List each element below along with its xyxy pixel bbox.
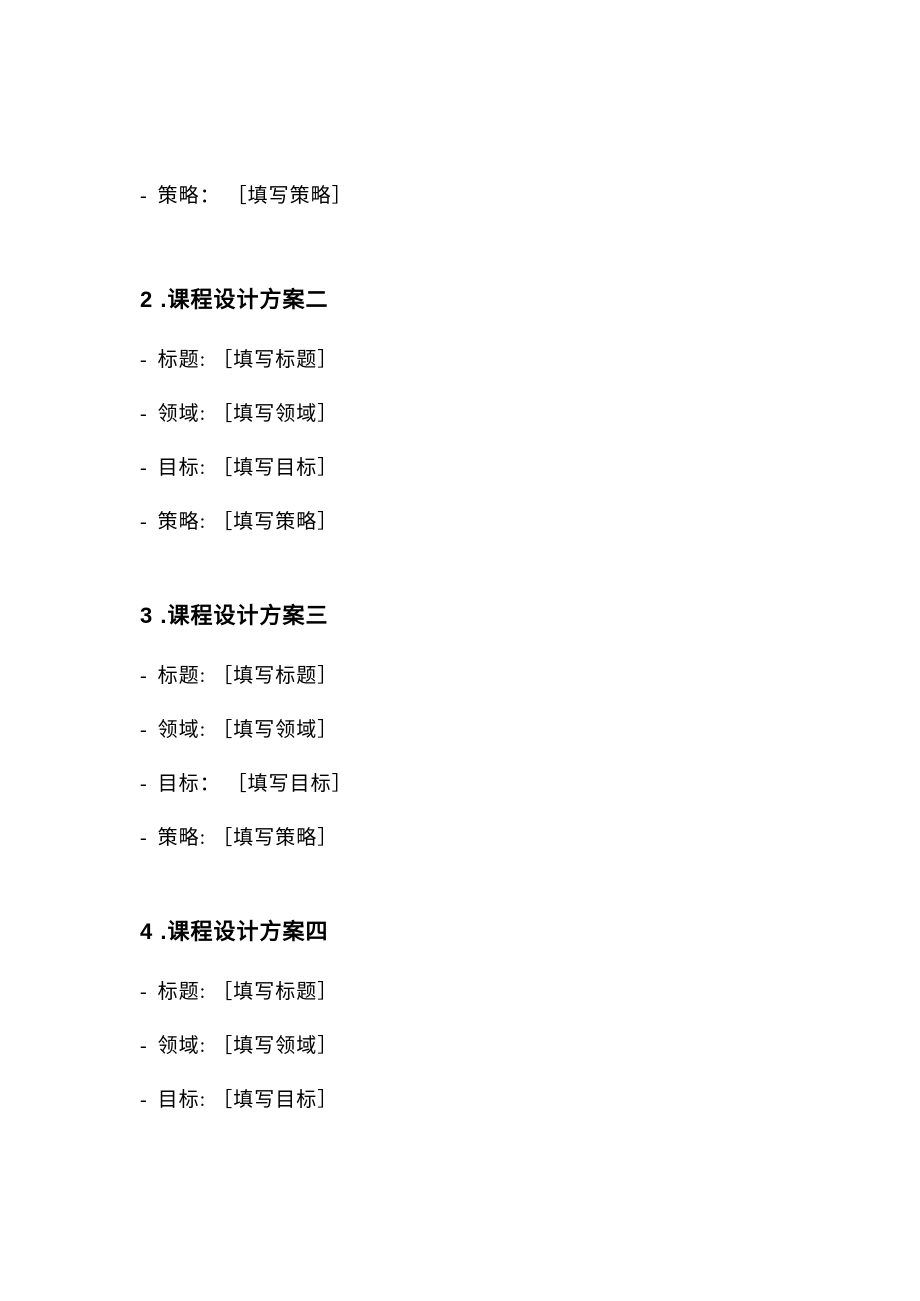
item-value: ［填写策略］ — [227, 185, 353, 207]
item-label: 领域: — [158, 1035, 207, 1057]
bullet-dash: - — [140, 976, 148, 1008]
bullet-dash: - — [140, 180, 148, 212]
bullet-dash: - — [140, 714, 148, 746]
bullet-dash: - — [140, 1030, 148, 1062]
item-label: 领域: — [158, 403, 207, 425]
list-item: - 标题: ［填写标题］ — [140, 976, 780, 1008]
list-item: - 标题: ［填写标题］ — [140, 660, 780, 692]
bullet-dash: - — [140, 398, 148, 430]
bullet-dash: - — [140, 768, 148, 800]
item-label: 领域: — [158, 719, 207, 741]
section-number: 2 — [140, 287, 153, 312]
list-item: - 目标： ［填写目标］ — [140, 768, 780, 800]
item-label: 策略: — [158, 827, 207, 849]
section-heading: 2 .课程设计方案二 — [140, 282, 780, 314]
item-value: ［填写标题］ — [212, 349, 338, 371]
section-3: 3 .课程设计方案三 - 标题: ［填写标题］ - 领域: ［填写领域］ - 目… — [140, 598, 780, 854]
list-item: - 策略: ［填写策略］ — [140, 506, 780, 538]
item-value: ［填写策略］ — [212, 511, 338, 533]
item-value: ［填写策略］ — [212, 827, 338, 849]
item-label: 标题: — [158, 349, 207, 371]
item-value: ［填写标题］ — [212, 981, 338, 1003]
list-item: - 策略: ［填写策略］ — [140, 822, 780, 854]
list-item: - 标题: ［填写标题］ — [140, 344, 780, 376]
bullet-dash: - — [140, 344, 148, 376]
item-value: ［填写标题］ — [212, 665, 338, 687]
bullet-dash: - — [140, 1084, 148, 1116]
item-value: ［填写目标］ — [212, 1089, 338, 1111]
section-title: .课程设计方案二 — [160, 287, 328, 312]
item-value: ［填写目标］ — [227, 773, 353, 795]
item-value: ［填写领域］ — [212, 719, 338, 741]
item-label: 策略： — [158, 185, 221, 207]
bullet-dash: - — [140, 452, 148, 484]
list-item: - 领域: ［填写领域］ — [140, 1030, 780, 1062]
list-item: - 领域: ［填写领域］ — [140, 714, 780, 746]
section-heading: 3 .课程设计方案三 — [140, 598, 780, 630]
section-heading: 4 .课程设计方案四 — [140, 914, 780, 946]
section-number: 4 — [140, 919, 153, 944]
bullet-dash: - — [140, 506, 148, 538]
item-label: 目标： — [158, 773, 221, 795]
section-title: .课程设计方案三 — [160, 603, 328, 628]
item-value: ［填写目标］ — [212, 457, 338, 479]
bullet-dash: - — [140, 660, 148, 692]
section-2: 2 .课程设计方案二 - 标题: ［填写标题］ - 领域: ［填写领域］ - 目… — [140, 282, 780, 538]
section-4: 4 .课程设计方案四 - 标题: ［填写标题］ - 领域: ［填写领域］ - 目… — [140, 914, 780, 1116]
item-value: ［填写领域］ — [212, 403, 338, 425]
section-number: 3 — [140, 603, 153, 628]
list-item: - 领域: ［填写领域］ — [140, 398, 780, 430]
orphan-list-item: - 策略： ［填写策略］ — [140, 180, 780, 212]
item-label: 策略: — [158, 511, 207, 533]
list-item: - 目标: ［填写目标］ — [140, 1084, 780, 1116]
section-title: .课程设计方案四 — [160, 919, 328, 944]
item-label: 标题: — [158, 665, 207, 687]
bullet-dash: - — [140, 822, 148, 854]
item-value: ［填写领域］ — [212, 1035, 338, 1057]
list-item: - 目标: ［填写目标］ — [140, 452, 780, 484]
item-label: 目标: — [158, 457, 207, 479]
item-label: 标题: — [158, 981, 207, 1003]
item-label: 目标: — [158, 1089, 207, 1111]
